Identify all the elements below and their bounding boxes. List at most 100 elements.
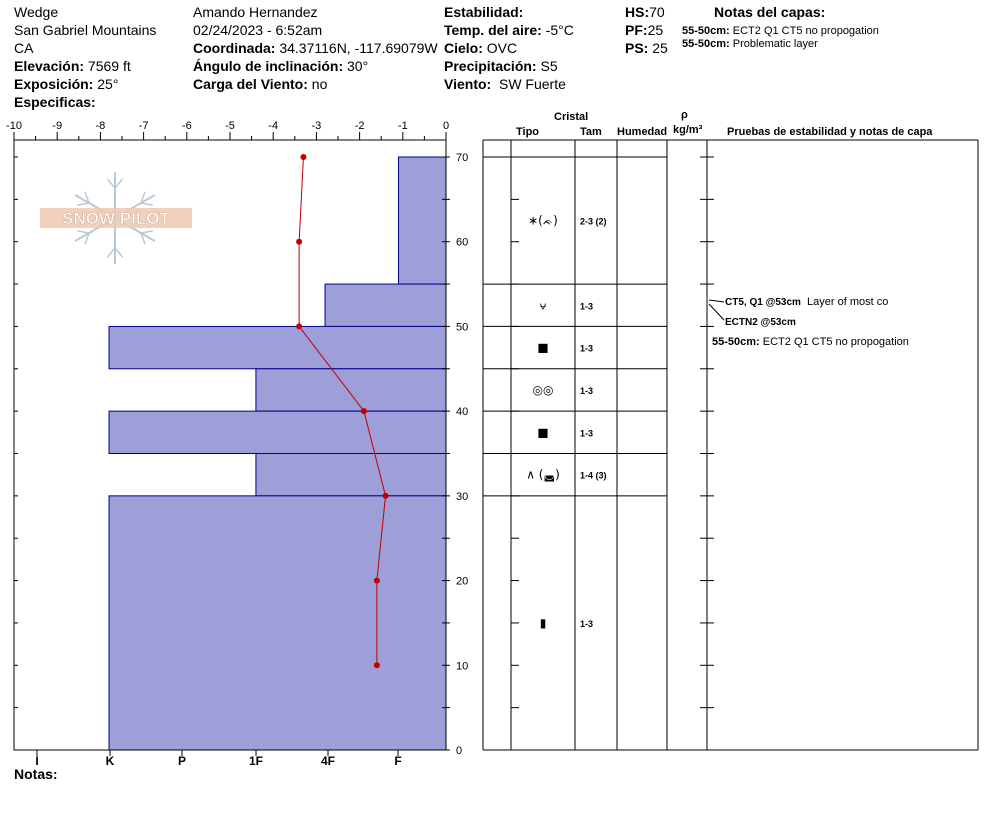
layer-notes-title: Notas del capas: — [714, 4, 826, 20]
sky-cover: Cielo: OVC — [444, 40, 517, 56]
crystal-type-symbol: ◎◎ — [533, 383, 554, 397]
height-tick-label: 0 — [456, 745, 462, 757]
temperature-point — [300, 154, 307, 160]
logo-band — [40, 208, 192, 228]
crystal-size: 1-3 — [580, 386, 593, 396]
state: CA — [14, 40, 34, 56]
observation-datetime: 02/24/2023 - 6:52am — [193, 22, 323, 38]
density-symbol: ρ — [681, 109, 688, 121]
crystal-size: 1-3 — [580, 344, 593, 354]
aspect-value: 25° — [97, 76, 119, 92]
hardness-bar — [255, 453, 447, 497]
specifics-label: Especificas: — [14, 94, 96, 110]
ski-penetration: PS: 25 — [625, 40, 668, 56]
temperature-point — [382, 492, 389, 499]
slope-angle: Ángulo de inclinación: 30° — [193, 58, 368, 74]
hardness-tick-label: P — [178, 754, 186, 768]
snow-height: HS:70 — [625, 4, 665, 20]
air-temp-value: -5°C — [545, 22, 574, 38]
temp-tick-label: -5 — [225, 120, 235, 132]
temp-tick-label: -1 — [398, 120, 408, 132]
crystal-size: 1-3 — [580, 619, 593, 629]
coordinates: Coordinada: 34.37116N, -117.69079W — [193, 40, 438, 56]
stability-label: Estabilidad: — [444, 4, 524, 20]
aspect: Exposición: 25° — [14, 76, 118, 92]
temperature-point — [360, 408, 367, 415]
crystal-size: 1-3 — [580, 428, 593, 438]
logo-text: SNOW PILOT — [62, 209, 170, 228]
wind-load-value: no — [311, 76, 328, 92]
wind-load-label: Carga del Viento: — [193, 76, 308, 92]
elevation: Elevación: 7569 ft — [14, 58, 131, 74]
hardness-bar — [108, 325, 447, 370]
wind-loading: Carga del Viento: no — [193, 76, 327, 92]
elevation-label: Elevación: — [14, 58, 85, 74]
test-note: Layer of most co — [807, 296, 889, 308]
hardness-tick-label: 1F — [249, 754, 263, 768]
height-tick-label: 40 — [456, 406, 468, 418]
temp-tick-label: -2 — [355, 120, 365, 132]
ps-label: PS: — [625, 40, 649, 56]
precipitation: Precipitación: S5 — [444, 58, 558, 74]
tests-header: Pruebas de estabilidad y notas de capa — [727, 126, 933, 138]
crystal-type-symbol: ∗(ᨃ) — [528, 214, 558, 228]
moisture-header: Humedad — [617, 126, 668, 138]
pit-foot-penetration: PF:25 — [625, 22, 663, 38]
height-tick-label: 10 — [456, 660, 468, 672]
precip-label: Precipitación: — [444, 58, 537, 74]
wind: Viento: SW Fuerte — [444, 76, 566, 92]
temp-tick-label: -9 — [52, 120, 62, 132]
hardness-tick-label: 4F — [321, 754, 335, 768]
temp-tick-label: -7 — [139, 120, 149, 132]
sky-label: Cielo: — [444, 40, 483, 56]
hardness-bar — [324, 283, 447, 327]
observer-name: Amando Hernandez — [193, 4, 318, 20]
crystal-type-symbol: ⩝ — [540, 298, 547, 312]
layer-note-range: 55-50cm: — [682, 25, 730, 37]
hardness-bar — [255, 368, 447, 412]
hardness-tick-label: K — [106, 754, 115, 768]
location-name: Wedge — [14, 4, 59, 20]
hardness-bar — [108, 495, 447, 751]
crystal-header: Cristal — [554, 111, 589, 123]
test-result-2: ECTN2 @53cm — [725, 316, 796, 329]
density-unit: kg/m³ — [673, 124, 703, 136]
crystal-size: 1-4 (3) — [580, 471, 607, 481]
layer-note-text: Problematic layer — [732, 38, 818, 50]
test-arrow — [708, 303, 725, 321]
aspect-label: Exposición: — [14, 76, 94, 92]
height-tick-label: 30 — [456, 491, 468, 503]
wind-label: Viento: — [444, 76, 492, 92]
hardness-bar — [108, 410, 447, 454]
crystal-type-symbol: ■ — [537, 425, 548, 439]
precip-value: S5 — [540, 58, 558, 74]
temperature-point — [296, 323, 303, 330]
slope-value: 30° — [347, 58, 369, 74]
crystal-type-symbol: ▮ — [540, 616, 547, 630]
height-tick-label: 60 — [456, 237, 468, 249]
hardness-tick-label: F — [394, 754, 401, 768]
coord-label: Coordinada: — [193, 40, 276, 56]
hardness-tick-label: I — [35, 754, 38, 768]
sky-value: OVC — [486, 40, 518, 56]
air-temperature: Temp. del aire: -5°C — [444, 22, 574, 38]
temperature-point — [373, 662, 380, 669]
elevation-value: 7569 ft — [87, 58, 131, 74]
size-header: Tam — [580, 126, 602, 138]
mountain-range: San Gabriel Mountains — [14, 22, 157, 38]
crystal-type-symbol: ■ — [537, 341, 548, 355]
pf-label: PF: — [625, 22, 648, 38]
temp-tick-label: -8 — [96, 120, 106, 132]
layer-note-text: ECT2 Q1 CT5 no propogation — [732, 25, 879, 37]
temp-tick-label: -3 — [312, 120, 322, 132]
layer-note-2: 55-50cm: Problematic layer — [682, 38, 818, 50]
temp-tick-label: -10 — [6, 120, 22, 132]
wind-value: SW Fuerte — [498, 76, 566, 92]
layer-note-row: 55-50cm: ECT2 Q1 CT5 no propogation — [712, 336, 909, 348]
height-tick-label: 20 — [456, 576, 468, 588]
layer-note-1: 55-50cm: ECT2 Q1 CT5 no propogation — [682, 25, 879, 37]
hardness-bar — [397, 156, 447, 285]
crystal-size: 2-3 (2) — [580, 217, 607, 227]
ps-value: 25 — [652, 40, 668, 56]
